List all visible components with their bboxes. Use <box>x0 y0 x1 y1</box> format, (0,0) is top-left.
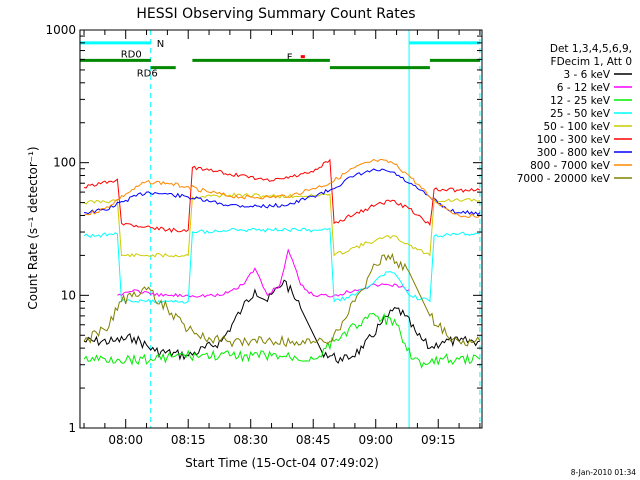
annotation-label-rd0: RD0 <box>121 49 142 60</box>
annotation-label-n: N <box>157 39 164 50</box>
legend-label-5: 50 - 100 keV <box>543 121 610 133</box>
x-axis-label: Start Time (15-Oct-04 07:49:02) <box>185 456 379 470</box>
y-tick-label-1000: 1000 <box>45 23 76 37</box>
series-line-12-25keV <box>83 312 481 369</box>
annotation-label-f: F <box>287 53 293 64</box>
legend-label-8: 800 - 7000 keV <box>530 160 611 172</box>
y-tick-label-100: 100 <box>53 156 76 170</box>
legend: Det 1,3,4,5,6,9, FDecim 1, Att 0 3 - 6 k… <box>517 43 632 185</box>
legend-label-4: 25 - 50 keV <box>550 108 611 120</box>
x-tick-label-08:45: 08:45 <box>296 433 331 447</box>
series-line-6-12keV <box>117 248 410 298</box>
legend-label-7: 300 - 800 keV <box>537 147 611 159</box>
legend-label-3: 12 - 25 keV <box>550 95 611 107</box>
x-tick-label-09:15: 09:15 <box>421 433 456 447</box>
series-line-50-100keV <box>83 192 481 258</box>
plot-frame <box>79 29 483 429</box>
plot-area <box>79 30 481 428</box>
y-axis-label: Count Rate (s⁻¹ detector⁻¹) <box>26 146 40 309</box>
series-line-800-7000keV <box>83 158 481 218</box>
series-line-300-800keV <box>83 168 481 216</box>
y-tick-label-10: 10 <box>61 288 76 302</box>
legend-label-2: 6 - 12 keV <box>557 82 611 94</box>
x-tick-label-08:30: 08:30 <box>233 433 268 447</box>
y-tick-label-1: 1 <box>68 421 76 435</box>
generation-timestamp: 8-Jan-2010 01:34 <box>571 468 636 477</box>
series-line-3-6keV <box>83 279 480 364</box>
axes: 1 10 100 1000 08:00 08:15 08:30 08:45 09:00 09:15 <box>45 23 483 447</box>
legend-label-9: 7000 - 20000 keV <box>517 173 611 185</box>
x-tick-label-09:00: 09:00 <box>358 433 393 447</box>
x-tick-label-08:00: 08:00 <box>108 433 143 447</box>
x-tick-label-08:15: 08:15 <box>171 433 206 447</box>
legend-label-1: 3 - 6 keV <box>563 69 610 81</box>
legend-header-line-2: FDecim 1, Att 0 <box>551 56 632 68</box>
annotation-label-rd6: RD6 <box>137 69 158 80</box>
chart-title: HESSI Observing Summary Count Rates <box>136 6 415 22</box>
series-line-100-300keV <box>83 158 481 234</box>
series-line-7000-20000keV <box>83 252 481 348</box>
legend-header-line-1: Det 1,3,4,5,6,9, <box>550 43 632 55</box>
annotation-bars: N F RD0 RD6 <box>79 39 480 80</box>
legend-label-6: 100 - 300 keV <box>537 134 611 146</box>
series-line-25-50keV <box>83 227 481 304</box>
